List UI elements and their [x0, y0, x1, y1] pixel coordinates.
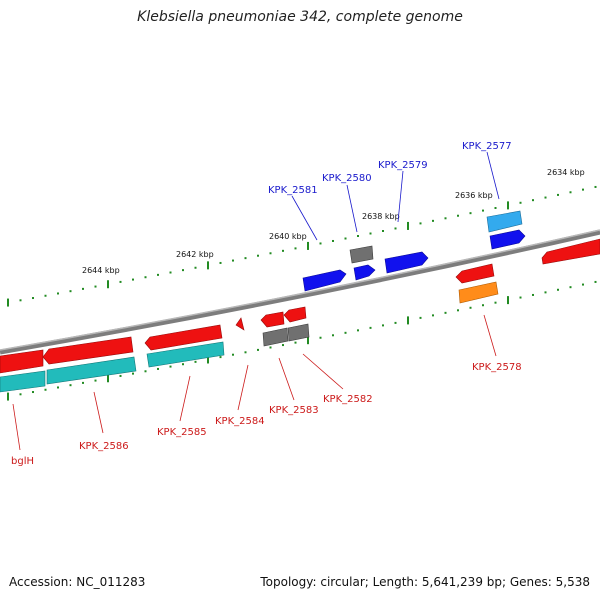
tick-label-2636: 2636 kbp — [455, 191, 493, 200]
genome-stats-text: Topology: circular; Length: 5,641,239 bp… — [260, 575, 590, 589]
gene-kpk-2586-lower[interactable] — [46, 356, 137, 385]
gene-bglh[interactable] — [0, 349, 44, 374]
tick-label-2634: 2634 kbp — [547, 168, 585, 177]
gene-label-bglh[interactable]: bglH — [11, 456, 34, 467]
gene-label-kpk-2579[interactable]: KPK_2579 — [378, 160, 428, 171]
gene-kpk-2583[interactable] — [260, 311, 285, 328]
tick-label-2640: 2640 kbp — [269, 232, 307, 241]
gene-kpk-2585-lower[interactable] — [146, 341, 225, 368]
gene-kpk-2579[interactable] — [384, 251, 429, 274]
genome-backbone — [0, 229, 600, 355]
gene-label-kpk-2584[interactable]: KPK_2584 — [215, 416, 265, 427]
gene-label-kpk-2580[interactable]: KPK_2580 — [322, 173, 372, 184]
gene-label-kpk-2582[interactable]: KPK_2582 — [323, 394, 373, 405]
gene-kpk-2581[interactable] — [302, 269, 347, 292]
outer-tick-ring — [7, 185, 597, 307]
gene-kpk-2582[interactable] — [283, 306, 307, 323]
gene-kpk-2577-upper[interactable] — [486, 210, 523, 233]
inner-tick-ring — [7, 280, 597, 401]
tick-label-2644: 2644 kbp — [82, 266, 120, 275]
gene-kpk-2578[interactable] — [455, 263, 495, 284]
gene-label-kpk-2578[interactable]: KPK_2578 — [472, 362, 522, 373]
gene-kpk-2582-lower[interactable] — [287, 323, 310, 342]
genome-backbone-highlight — [0, 229, 600, 351]
tick-label-2638: 2638 kbp — [362, 212, 400, 221]
gene-kpk-2586[interactable] — [42, 336, 134, 365]
gene-kpk-2584[interactable] — [235, 317, 245, 331]
gene-edge-right[interactable] — [541, 238, 600, 265]
gene-kpk-2580-upper[interactable] — [349, 245, 374, 264]
gene-kpk-2577[interactable] — [489, 229, 526, 250]
gene-kpk-2583-lower[interactable] — [262, 327, 289, 347]
label-leaders — [12, 151, 500, 451]
accession-text: Accession: NC_011283 — [9, 575, 146, 589]
gene-kpk-2578-lower[interactable] — [458, 281, 499, 304]
gene-bglh-lower[interactable] — [0, 370, 46, 393]
tick-label-2642: 2642 kbp — [176, 250, 214, 259]
gene-label-kpk-2577[interactable]: KPK_2577 — [462, 141, 512, 152]
gene-label-kpk-2585[interactable]: KPK_2585 — [157, 427, 207, 438]
gene-label-kpk-2581[interactable]: KPK_2581 — [268, 185, 318, 196]
gene-label-kpk-2586[interactable]: KPK_2586 — [79, 441, 129, 452]
forward-features — [302, 210, 600, 292]
gene-kpk-2580[interactable] — [353, 264, 376, 281]
gene-label-kpk-2583[interactable]: KPK_2583 — [269, 405, 319, 416]
map-title: Klebsiella pneumoniae 342, complete geno… — [137, 9, 463, 25]
gene-kpk-2585[interactable] — [144, 324, 223, 351]
reverse-features — [0, 263, 499, 393]
